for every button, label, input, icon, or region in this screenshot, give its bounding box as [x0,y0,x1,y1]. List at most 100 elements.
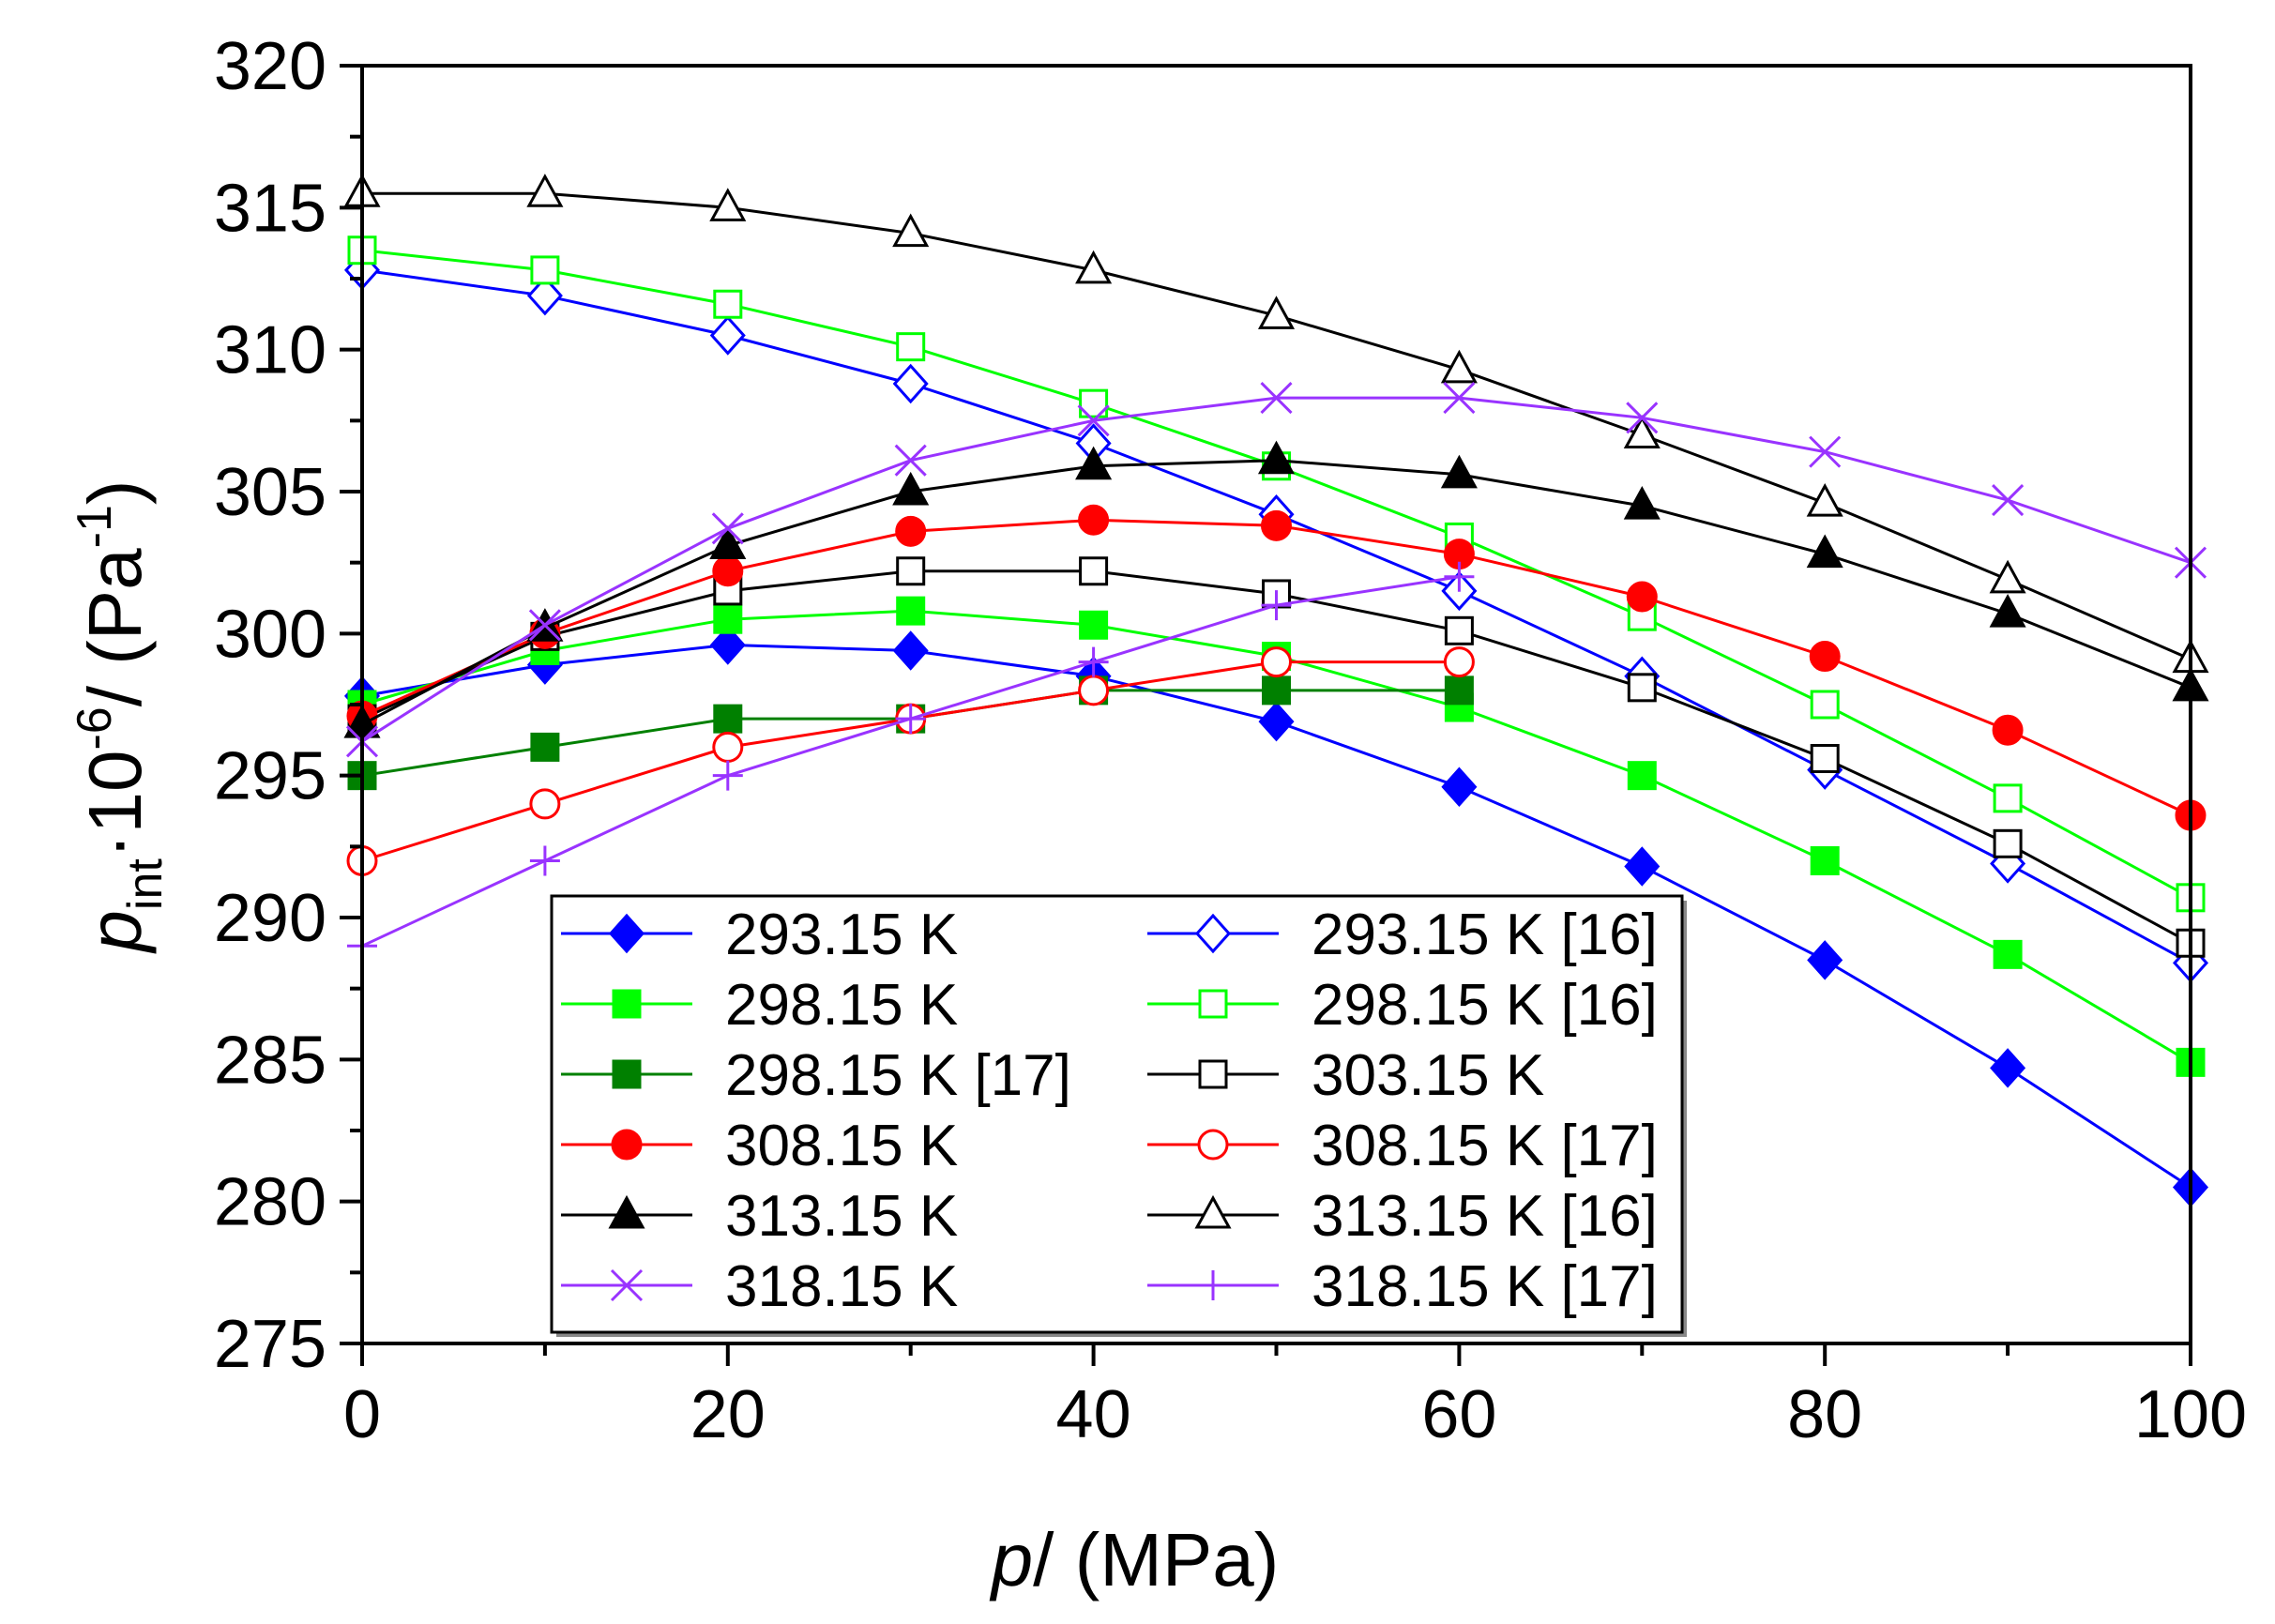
legend-label: 318.15 K [17] [1312,1254,1658,1319]
y-tick-label: 310 [214,313,326,388]
data-point [895,515,927,547]
data-point [1810,690,1840,720]
data-point [1810,845,1840,875]
data-point [1809,641,1841,673]
data-point [1443,646,1475,678]
chart-axes: 0 20 40 60 80 100 275 280 285 290 295 300 305 310 315 3… [214,29,2247,1452]
legend-item: 293.15 K [16] [1147,903,1658,967]
legend-marker [1198,989,1228,1019]
legend-label: 298.15 K [16] [1312,973,1658,1038]
data-point [1261,646,1292,678]
legend-marker [1194,1194,1232,1229]
legend-label: 293.15 K [16] [1312,903,1658,967]
data-point [1443,382,1476,415]
data-point [1261,590,1292,621]
data-point [1993,828,2023,858]
x-axis-title-rest: / (MPa) [1033,1518,1279,1601]
y-axis-title-unit-open: / (Pa [73,548,157,706]
data-point [1992,484,2025,517]
y-tick-label: 315 [214,171,326,246]
legend-marker [610,1268,644,1302]
data-point [892,213,930,248]
data-point [1441,766,1478,808]
data-point [1627,673,1657,703]
legend-item: 298.15 K [16] [1147,973,1658,1038]
data-point [709,525,747,560]
data-point [712,555,744,587]
series-line [361,569,2192,945]
data-point [1078,675,1110,706]
x-tick-label: 40 [1056,1377,1131,1452]
data-point [892,471,930,506]
data-point [1075,446,1113,480]
y-axis-title: pint·10-6/ (Pa-1) [68,479,173,953]
legend-item: 308.15 K [561,1114,958,1178]
data-point [709,315,746,356]
data-point [713,604,743,634]
legend-item: 313.15 K [16] [1147,1184,1658,1249]
legend-marker [1198,1270,1228,1300]
legend-label: 313.15 K [725,1184,958,1249]
x-axis-title: p/ (MPa) [990,1518,1280,1601]
legend-item: 308.15 K [17] [1147,1114,1658,1178]
data-point [894,444,927,477]
data-point [709,625,746,665]
legend-item: 318.15 K [17] [1147,1254,1658,1319]
y-axis-title-var: p [73,910,157,954]
data-point [1806,534,1843,569]
data-point [1444,675,1474,706]
legend-marker [608,1194,645,1229]
x-tick-label: 60 [1421,1377,1496,1452]
data-point [1260,382,1293,415]
data-point [1989,559,2026,594]
legend-item: 313.15 K [561,1184,958,1249]
legend-item: 298.15 K [17] [561,1043,1071,1108]
data-point [896,596,926,626]
legend-marker [1198,1059,1228,1089]
data-point [1075,250,1113,284]
x-tick-label: 80 [1787,1377,1862,1452]
data-point [526,275,563,316]
data-point [711,512,744,545]
data-point [529,845,560,876]
data-point [530,732,560,762]
legend-label: 303.15 K [1312,1043,1544,1108]
data-point [1079,610,1109,640]
data-point [1444,615,1474,645]
y-axis-title-unit-close: ) [73,479,157,505]
data-point [895,704,926,735]
y-tick-label: 305 [214,455,326,530]
y-axis-title-sub: int [118,858,173,910]
data-point [712,760,743,791]
data-point [1623,415,1661,448]
data-point [892,363,929,404]
y-axis-title-mid: ·10 [73,751,157,859]
data-point [896,332,926,362]
chart-series-group [343,174,2209,1207]
data-point [1807,940,1843,980]
legend-box [550,894,1684,1334]
legend: 293.15 K 293.15 K [16]298.15 K 298.15 K [1… [550,894,1687,1337]
legend-item: 318.15 K [561,1254,958,1319]
legend-label: 308.15 K [17] [1312,1114,1658,1178]
y-tick-label: 300 [214,597,326,672]
legend-item: 293.15 K [561,903,958,967]
legend-marker [612,989,642,1019]
legend-label: 308.15 K [725,1114,958,1178]
data-point [1809,435,1842,468]
data-point [709,188,747,221]
y-axis-title-unit-exp: -1 [68,505,122,548]
legend-marker [1194,913,1232,954]
data-point [1257,440,1296,475]
legend-marker [608,913,645,954]
data-point [1810,744,1840,774]
data-point [1993,783,2023,813]
legend-label: 298.15 K [725,973,958,1038]
data-point [1440,454,1478,489]
series-313-15-k [343,440,2209,738]
x-tick-label: 0 [343,1377,381,1452]
data-point [526,174,564,207]
series-318-15-k [345,382,2207,758]
legend-label: 313.15 K [16] [1312,1184,1658,1249]
